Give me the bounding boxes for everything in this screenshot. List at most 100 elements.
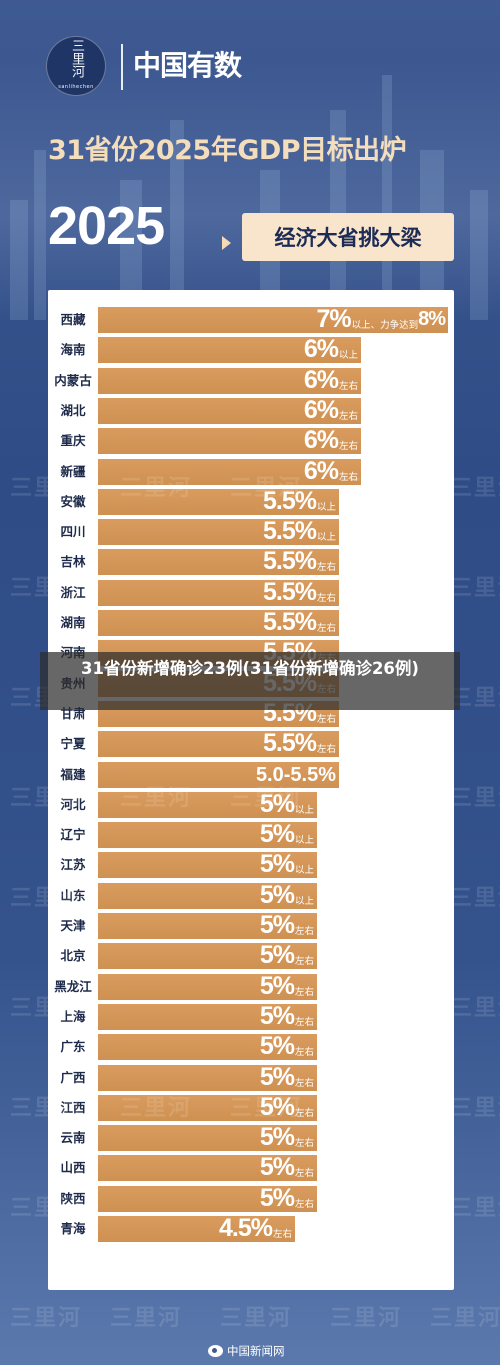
data-label-suffix: 左右 bbox=[294, 986, 314, 998]
bar bbox=[98, 822, 317, 849]
bar-row: 安徽 5.5% 以上 bbox=[48, 487, 454, 517]
data-label-suffix: 左右 bbox=[294, 1168, 314, 1180]
watermark-text: 三里河 bbox=[10, 1096, 83, 1121]
watermark-text: 三里河 bbox=[10, 1306, 83, 1331]
watermark-text: 三里河 bbox=[340, 786, 413, 811]
watermark-text: 三里河 bbox=[230, 476, 303, 501]
bar bbox=[98, 1064, 317, 1091]
data-label-suffix: 以上、力争达到 bbox=[351, 320, 419, 331]
data-label-suffix: 左右 bbox=[338, 380, 358, 392]
data-label-value: 5% bbox=[259, 789, 295, 818]
source-credit: 中国新闻网 bbox=[208, 1343, 285, 1359]
bar-row: 河北 5% 以上 bbox=[48, 790, 454, 820]
data-label-value: 5.5% bbox=[263, 608, 317, 636]
category-label: 海南 bbox=[60, 342, 86, 358]
data-label: 5.5%左右 bbox=[263, 547, 339, 577]
data-label: 6% 左右 bbox=[304, 426, 361, 456]
data-label-suffix: 左右 bbox=[294, 1077, 314, 1089]
category-label: 湖北 bbox=[60, 402, 86, 418]
bar-row: 江西 5% 左右 bbox=[48, 1093, 454, 1123]
watermark-text: 三里河 bbox=[120, 786, 193, 811]
data-label: 5% 以上 bbox=[260, 790, 317, 820]
data-label: 5% 左右 bbox=[260, 1032, 317, 1062]
bar bbox=[98, 337, 361, 364]
watermark-text: 三里河 bbox=[10, 786, 83, 811]
bar-row: 湖南 5.5% 左右 bbox=[48, 608, 454, 638]
category-label: 四川 bbox=[60, 524, 86, 540]
data-label: 5.5%左右 bbox=[263, 608, 339, 638]
overlay-caption: 31省份新增确诊23例(31省份新增确诊26例) bbox=[40, 652, 460, 710]
data-label: 4.5% 左右 bbox=[219, 1214, 295, 1244]
category-label: 广东 bbox=[60, 1039, 86, 1055]
bar-row: 北京 5% 左右 bbox=[48, 941, 454, 971]
bar-row: 青海 4.5% 左右 bbox=[48, 1214, 454, 1244]
data-label: 5% 以上 bbox=[260, 820, 317, 850]
data-label-value: 4.5% bbox=[219, 1214, 273, 1242]
data-label-suffix: 以上 bbox=[294, 865, 314, 877]
bar bbox=[98, 610, 339, 636]
data-label-suffix: 左右 bbox=[316, 713, 336, 725]
watermark-text: 三里河 bbox=[450, 476, 500, 501]
category-label: 湖南 bbox=[60, 615, 86, 630]
bar-row: 浙江 5.5% 左右 bbox=[48, 578, 454, 608]
bar-row: 重庆 6% 左右 bbox=[48, 426, 454, 456]
category-label: 陕西 bbox=[60, 1190, 86, 1206]
watermark-text: 三里河 bbox=[430, 1306, 500, 1331]
logo-subtext: sanlihechen bbox=[58, 83, 94, 90]
watermark-text: 三里河 bbox=[450, 996, 500, 1021]
data-label-value: 6% bbox=[303, 426, 339, 455]
bar-row: 辽宁 5% 以上 bbox=[48, 820, 454, 850]
data-label-value: 5% bbox=[259, 941, 295, 970]
data-label-value: 5% bbox=[259, 820, 295, 849]
bar bbox=[98, 519, 339, 546]
bar-row: 江苏 5% 以上 bbox=[48, 850, 454, 880]
data-label-suffix: 以上 bbox=[294, 835, 314, 847]
data-label: 5% 左右 bbox=[260, 911, 317, 941]
data-label-value: 5.5% bbox=[263, 547, 317, 576]
data-label-value: 5% bbox=[259, 1123, 295, 1152]
logo-separator bbox=[121, 44, 123, 90]
data-label: 5.0-5.5% bbox=[256, 760, 339, 790]
bar-row: 陕西 5% 左右 bbox=[48, 1184, 454, 1214]
bar bbox=[98, 852, 317, 879]
sanlihe-logo: 三里河 sanlihechen bbox=[46, 36, 106, 96]
data-label-suffix: 以上 bbox=[294, 804, 314, 816]
data-label-suffix: 左右 bbox=[294, 1138, 314, 1150]
bar bbox=[98, 1094, 317, 1121]
category-label: 安徽 bbox=[60, 493, 86, 509]
data-label-suffix: 以上 bbox=[316, 501, 336, 513]
data-label: 6% 左右 bbox=[304, 396, 361, 426]
data-label: 5% 以上 bbox=[260, 850, 317, 880]
category-label: 辽宁 bbox=[60, 827, 86, 843]
category-label: 吉林 bbox=[60, 554, 86, 570]
chart-panel bbox=[48, 290, 454, 1290]
data-label-value: 6% bbox=[303, 365, 339, 394]
data-label-value: 5.5% bbox=[263, 729, 317, 758]
bar bbox=[98, 428, 361, 455]
data-label-value: 5.5% bbox=[263, 517, 317, 546]
bar bbox=[98, 1003, 317, 1030]
data-label: 5% 左右 bbox=[260, 1002, 317, 1032]
header: 三里河 sanlihechen 中国有数 bbox=[0, 0, 500, 110]
data-label-suffix: 以上 bbox=[338, 350, 358, 362]
bar-row: 福建 5.0-5.5% bbox=[48, 760, 454, 790]
category-label: 北京 bbox=[60, 948, 86, 964]
data-label-value: 5% bbox=[259, 1153, 295, 1182]
data-label-suffix: 左右 bbox=[316, 562, 336, 574]
data-label: 5.5%左右 bbox=[263, 729, 339, 759]
arrow-icon bbox=[222, 236, 231, 250]
bar bbox=[98, 1216, 295, 1242]
data-label: 5% 左右 bbox=[260, 1063, 317, 1093]
bar-row: 山西 5% 左右 bbox=[48, 1153, 454, 1183]
bar bbox=[98, 882, 317, 909]
data-label-suffix: 左右 bbox=[294, 1198, 314, 1210]
category-label: 江西 bbox=[60, 1099, 86, 1115]
category-label: 重庆 bbox=[60, 433, 86, 449]
watermark-text: 三里河 bbox=[120, 1096, 193, 1121]
data-label-suffix: 左右 bbox=[316, 592, 336, 604]
category-label: 天津 bbox=[60, 918, 86, 933]
watermark-text: 三里河 bbox=[450, 1096, 500, 1121]
data-label-value: 6% bbox=[303, 335, 339, 364]
bar bbox=[98, 973, 317, 1000]
bar bbox=[98, 1125, 317, 1152]
